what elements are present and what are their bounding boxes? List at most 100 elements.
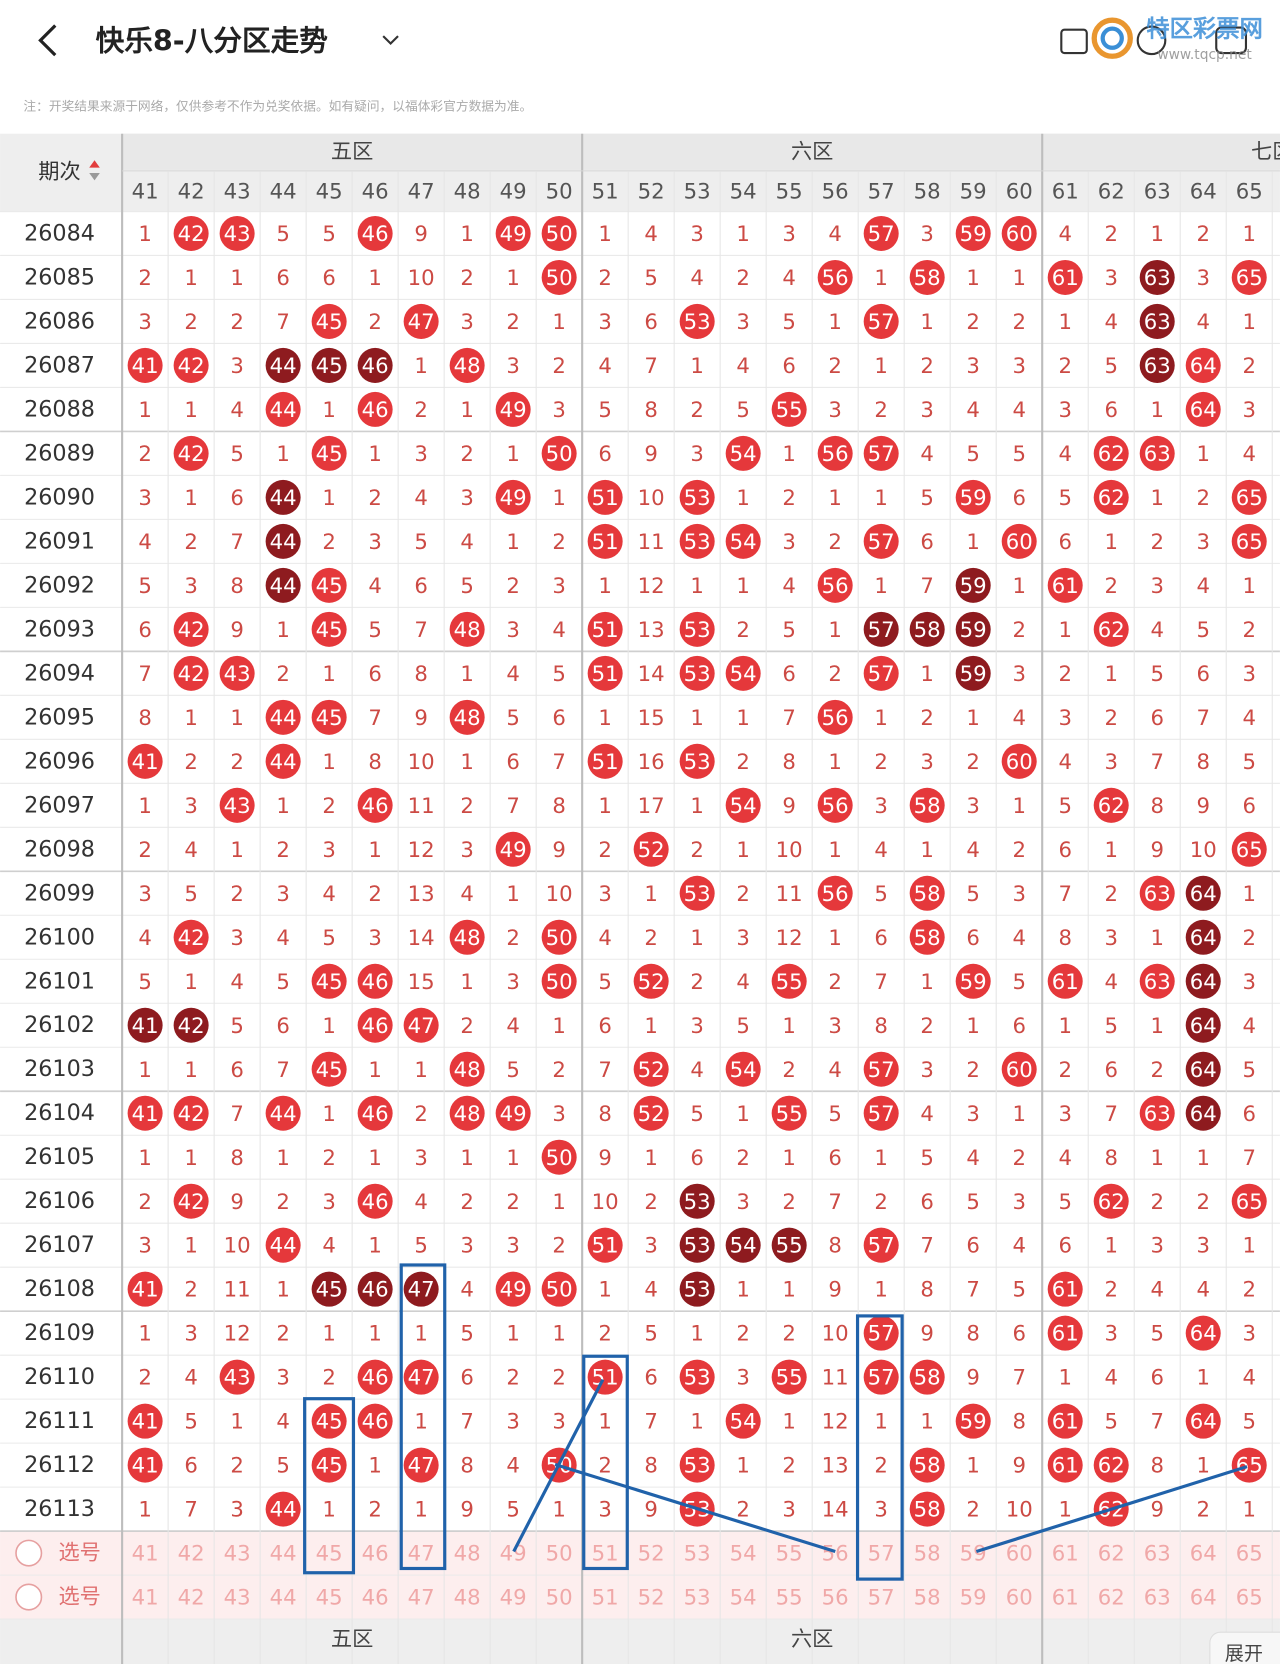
hit-number: 48: [454, 618, 481, 643]
omission-count: 6: [966, 1234, 980, 1259]
expand-label[interactable]: 展开: [1225, 1642, 1263, 1664]
hit-number: 63: [1144, 442, 1171, 467]
pick-number[interactable]: 54: [730, 1542, 757, 1567]
hit-ball: [1093, 787, 1129, 823]
pick-number[interactable]: 51: [592, 1542, 619, 1567]
pick-radio[interactable]: [15, 1539, 43, 1567]
omission-count: 2: [598, 1322, 612, 1347]
pick-number[interactable]: 48: [454, 1542, 481, 1567]
omission-count: 1: [1104, 1234, 1118, 1259]
hit-number: 54: [730, 530, 757, 555]
omission-count: 3: [1104, 266, 1118, 291]
pick-number[interactable]: 50: [546, 1542, 573, 1567]
pick-number[interactable]: 47: [408, 1586, 435, 1611]
pick-number[interactable]: 60: [1006, 1542, 1033, 1567]
pick-number[interactable]: 62: [1098, 1586, 1125, 1611]
omission-count: 1: [414, 1322, 428, 1347]
pick-number[interactable]: 44: [270, 1542, 297, 1567]
pick-number[interactable]: 61: [1052, 1586, 1079, 1611]
pick-number[interactable]: 62: [1098, 1542, 1125, 1567]
pick-number[interactable]: 57: [868, 1586, 895, 1611]
pick-number[interactable]: 65: [1236, 1586, 1263, 1611]
pick-number[interactable]: 44: [270, 1586, 297, 1611]
pick-number[interactable]: 54: [730, 1586, 757, 1611]
pick-number[interactable]: 48: [454, 1586, 481, 1611]
icon-refresh[interactable]: [1136, 25, 1167, 56]
pick-number[interactable]: 41: [132, 1542, 159, 1567]
omission-count: 2: [1058, 1058, 1072, 1083]
hit-ball: [863, 1315, 899, 1351]
pick-number[interactable]: 47: [408, 1542, 435, 1567]
pick-number[interactable]: 42: [178, 1586, 205, 1611]
pick-number[interactable]: 59: [960, 1542, 987, 1567]
hit-ball: [357, 1095, 393, 1131]
hit-number: 48: [454, 1058, 481, 1083]
omission-count: 1: [414, 354, 428, 379]
pick-number[interactable]: 41: [132, 1586, 159, 1611]
hit-ball: [817, 787, 853, 823]
pick-number[interactable]: 43: [224, 1586, 251, 1611]
pick-number[interactable]: 58: [914, 1586, 941, 1611]
expand-button[interactable]: [1209, 1631, 1280, 1664]
hit-number: 44: [270, 574, 297, 599]
hit-number: 42: [178, 1190, 205, 1215]
omission-count: 1: [368, 1234, 382, 1259]
pick-number[interactable]: 52: [638, 1586, 665, 1611]
period-header: 期次: [38, 159, 80, 184]
pick-number[interactable]: 59: [960, 1586, 987, 1611]
omission-count: 7: [1104, 1102, 1118, 1127]
pick-number[interactable]: 65: [1236, 1542, 1263, 1567]
pick-number[interactable]: 53: [684, 1586, 711, 1611]
pick-number[interactable]: 56: [822, 1542, 849, 1567]
pick-number[interactable]: 55: [776, 1586, 803, 1611]
pick-number[interactable]: 46: [362, 1586, 389, 1611]
hit-ball: [771, 1095, 807, 1131]
pick-number[interactable]: 45: [316, 1542, 343, 1567]
hit-ball: [311, 303, 347, 339]
title-dropdown[interactable]: [382, 35, 399, 46]
pick-number[interactable]: 49: [500, 1542, 527, 1567]
pick-number[interactable]: 52: [638, 1542, 665, 1567]
icon-settings[interactable]: [1215, 26, 1248, 55]
omission-count: 1: [690, 926, 704, 951]
omission-count: 2: [644, 926, 658, 951]
icon-device[interactable]: [1060, 28, 1088, 55]
pick-number[interactable]: 51: [592, 1586, 619, 1611]
omission-count: 2: [1242, 926, 1256, 951]
pick-number[interactable]: 60: [1006, 1586, 1033, 1611]
hit-ball-dark: [265, 347, 301, 383]
hit-ball: [679, 523, 715, 559]
hit-ball: [1047, 259, 1083, 295]
omission-count: 13: [822, 1454, 849, 1479]
hit-ball: [127, 1095, 163, 1131]
pick-radio[interactable]: [15, 1583, 43, 1611]
pick-number[interactable]: 50: [546, 1586, 573, 1611]
pick-number[interactable]: 43: [224, 1542, 251, 1567]
pick-number[interactable]: 61: [1052, 1542, 1079, 1567]
hit-ball: [587, 611, 623, 647]
pick-number[interactable]: 45: [316, 1586, 343, 1611]
pick-number[interactable]: 49: [500, 1586, 527, 1611]
pick-number[interactable]: 56: [822, 1586, 849, 1611]
omission-count: 4: [1104, 1366, 1118, 1391]
hit-ball: [863, 1359, 899, 1395]
hit-number: 64: [1190, 926, 1217, 951]
pick-number[interactable]: 63: [1144, 1586, 1171, 1611]
pick-number[interactable]: 58: [914, 1542, 941, 1567]
back-button[interactable]: [38, 24, 57, 57]
pick-number[interactable]: 57: [868, 1542, 895, 1567]
pick-number[interactable]: 64: [1190, 1542, 1217, 1567]
omission-count: 7: [966, 1278, 980, 1303]
pick-number[interactable]: 63: [1144, 1542, 1171, 1567]
pick-number[interactable]: 55: [776, 1542, 803, 1567]
omission-count: 3: [828, 398, 842, 423]
omission-count: 1: [828, 486, 842, 511]
pick-number[interactable]: 46: [362, 1542, 389, 1567]
pick-number[interactable]: 42: [178, 1542, 205, 1567]
pick-number[interactable]: 64: [1190, 1586, 1217, 1611]
period-number: 26087: [24, 352, 95, 378]
hit-number: 61: [1052, 1410, 1079, 1435]
pick-number[interactable]: 53: [684, 1542, 711, 1567]
hit-ball: [403, 1359, 439, 1395]
hit-number: 45: [316, 1058, 343, 1083]
